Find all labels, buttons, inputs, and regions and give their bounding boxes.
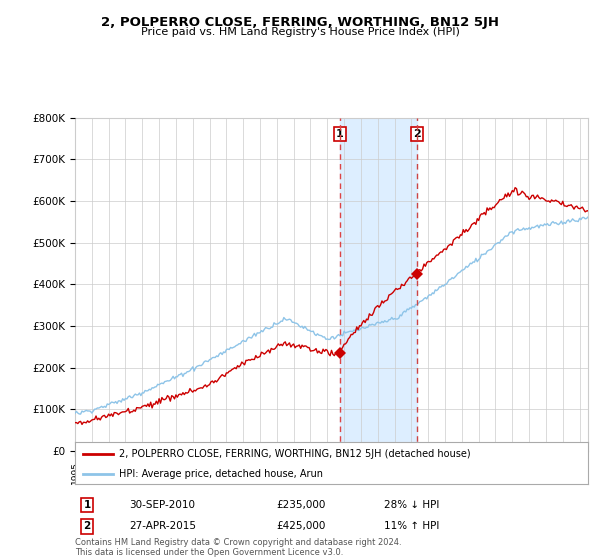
Text: 2: 2	[83, 521, 91, 531]
Text: £425,000: £425,000	[276, 521, 325, 531]
Text: £235,000: £235,000	[276, 500, 325, 510]
Text: 11% ↑ HPI: 11% ↑ HPI	[384, 521, 439, 531]
Text: 2, POLPERRO CLOSE, FERRING, WORTHING, BN12 5JH: 2, POLPERRO CLOSE, FERRING, WORTHING, BN…	[101, 16, 499, 29]
Text: Contains HM Land Registry data © Crown copyright and database right 2024.
This d: Contains HM Land Registry data © Crown c…	[75, 538, 401, 557]
Text: 2, POLPERRO CLOSE, FERRING, WORTHING, BN12 5JH (detached house): 2, POLPERRO CLOSE, FERRING, WORTHING, BN…	[119, 449, 470, 459]
Text: Price paid vs. HM Land Registry's House Price Index (HPI): Price paid vs. HM Land Registry's House …	[140, 27, 460, 37]
Text: HPI: Average price, detached house, Arun: HPI: Average price, detached house, Arun	[119, 469, 323, 479]
Text: 28% ↓ HPI: 28% ↓ HPI	[384, 500, 439, 510]
Text: 30-SEP-2010: 30-SEP-2010	[129, 500, 195, 510]
Text: 2: 2	[413, 129, 421, 139]
Text: 27-APR-2015: 27-APR-2015	[129, 521, 196, 531]
Bar	[340, 118, 417, 451]
Text: 1: 1	[83, 500, 91, 510]
Text: 1: 1	[336, 129, 344, 139]
